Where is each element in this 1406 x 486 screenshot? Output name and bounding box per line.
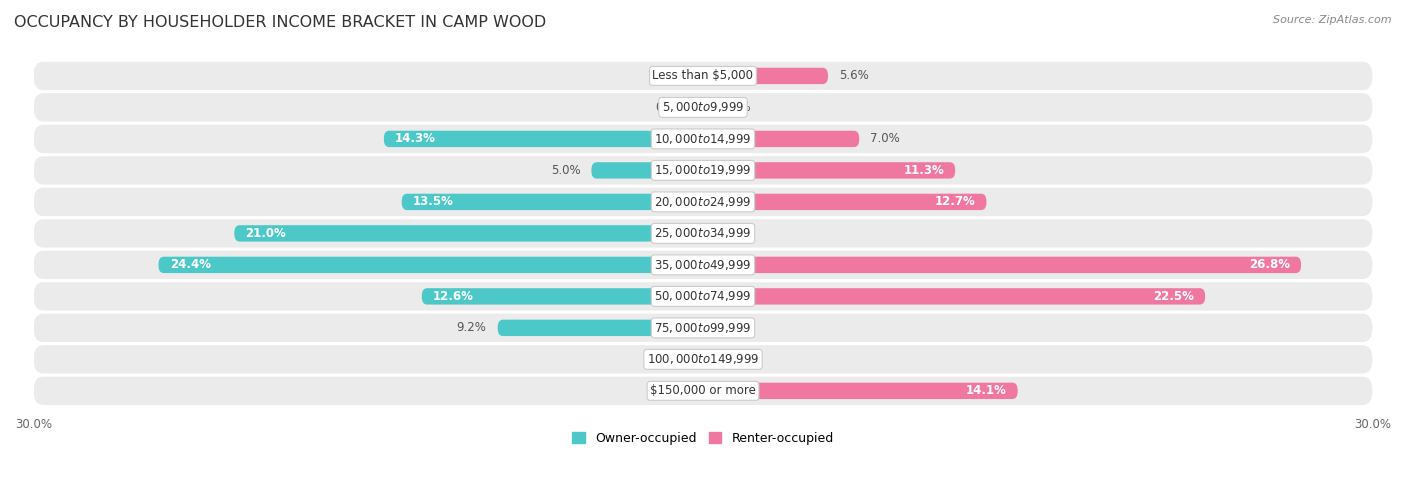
Text: $15,000 to $19,999: $15,000 to $19,999 xyxy=(654,163,752,177)
FancyBboxPatch shape xyxy=(498,320,703,336)
Text: 22.5%: 22.5% xyxy=(1153,290,1194,303)
Text: $25,000 to $34,999: $25,000 to $34,999 xyxy=(654,226,752,241)
FancyBboxPatch shape xyxy=(384,131,703,147)
FancyBboxPatch shape xyxy=(34,188,1372,216)
Text: Less than $5,000: Less than $5,000 xyxy=(652,69,754,83)
FancyBboxPatch shape xyxy=(692,351,703,367)
Text: $150,000 or more: $150,000 or more xyxy=(650,384,756,398)
FancyBboxPatch shape xyxy=(34,251,1372,279)
FancyBboxPatch shape xyxy=(703,131,859,147)
FancyBboxPatch shape xyxy=(703,351,714,367)
FancyBboxPatch shape xyxy=(422,288,703,305)
Text: 26.8%: 26.8% xyxy=(1249,259,1289,271)
FancyBboxPatch shape xyxy=(402,194,703,210)
Text: 0.0%: 0.0% xyxy=(655,101,685,114)
Text: 0.0%: 0.0% xyxy=(655,353,685,366)
Text: 0.0%: 0.0% xyxy=(721,321,751,334)
FancyBboxPatch shape xyxy=(34,219,1372,247)
FancyBboxPatch shape xyxy=(34,377,1372,405)
Text: 11.3%: 11.3% xyxy=(903,164,943,177)
FancyBboxPatch shape xyxy=(34,125,1372,153)
FancyBboxPatch shape xyxy=(692,382,703,399)
FancyBboxPatch shape xyxy=(703,162,955,178)
FancyBboxPatch shape xyxy=(34,93,1372,122)
FancyBboxPatch shape xyxy=(703,320,714,336)
FancyBboxPatch shape xyxy=(703,288,1205,305)
Text: 14.1%: 14.1% xyxy=(966,384,1007,398)
Text: $35,000 to $49,999: $35,000 to $49,999 xyxy=(654,258,752,272)
FancyBboxPatch shape xyxy=(34,345,1372,374)
FancyBboxPatch shape xyxy=(34,282,1372,311)
Text: 24.4%: 24.4% xyxy=(170,259,211,271)
Legend: Owner-occupied, Renter-occupied: Owner-occupied, Renter-occupied xyxy=(568,427,838,450)
Text: Source: ZipAtlas.com: Source: ZipAtlas.com xyxy=(1274,15,1392,25)
Text: $10,000 to $14,999: $10,000 to $14,999 xyxy=(654,132,752,146)
FancyBboxPatch shape xyxy=(159,257,703,273)
FancyBboxPatch shape xyxy=(34,156,1372,185)
FancyBboxPatch shape xyxy=(34,313,1372,342)
Text: 12.7%: 12.7% xyxy=(935,195,976,208)
Text: $50,000 to $74,999: $50,000 to $74,999 xyxy=(654,289,752,303)
Text: 21.0%: 21.0% xyxy=(246,227,287,240)
Text: 0.0%: 0.0% xyxy=(721,353,751,366)
Text: 7.0%: 7.0% xyxy=(870,132,900,145)
Text: 5.0%: 5.0% xyxy=(551,164,581,177)
Text: $20,000 to $24,999: $20,000 to $24,999 xyxy=(654,195,752,209)
Text: 0.0%: 0.0% xyxy=(721,101,751,114)
Text: 5.6%: 5.6% xyxy=(839,69,869,83)
FancyBboxPatch shape xyxy=(692,99,703,116)
Text: $100,000 to $149,999: $100,000 to $149,999 xyxy=(647,352,759,366)
Text: 0.0%: 0.0% xyxy=(655,384,685,398)
Text: 9.2%: 9.2% xyxy=(457,321,486,334)
FancyBboxPatch shape xyxy=(692,68,703,84)
FancyBboxPatch shape xyxy=(592,162,703,178)
Text: 12.6%: 12.6% xyxy=(433,290,474,303)
FancyBboxPatch shape xyxy=(703,257,1301,273)
Text: OCCUPANCY BY HOUSEHOLDER INCOME BRACKET IN CAMP WOOD: OCCUPANCY BY HOUSEHOLDER INCOME BRACKET … xyxy=(14,15,547,30)
FancyBboxPatch shape xyxy=(703,99,714,116)
Text: $5,000 to $9,999: $5,000 to $9,999 xyxy=(662,101,744,114)
Text: 0.0%: 0.0% xyxy=(721,227,751,240)
Text: 0.0%: 0.0% xyxy=(655,69,685,83)
FancyBboxPatch shape xyxy=(703,225,714,242)
FancyBboxPatch shape xyxy=(34,62,1372,90)
Text: 13.5%: 13.5% xyxy=(413,195,454,208)
Text: 14.3%: 14.3% xyxy=(395,132,436,145)
FancyBboxPatch shape xyxy=(703,68,828,84)
FancyBboxPatch shape xyxy=(703,194,987,210)
FancyBboxPatch shape xyxy=(703,382,1018,399)
Text: $75,000 to $99,999: $75,000 to $99,999 xyxy=(654,321,752,335)
FancyBboxPatch shape xyxy=(235,225,703,242)
